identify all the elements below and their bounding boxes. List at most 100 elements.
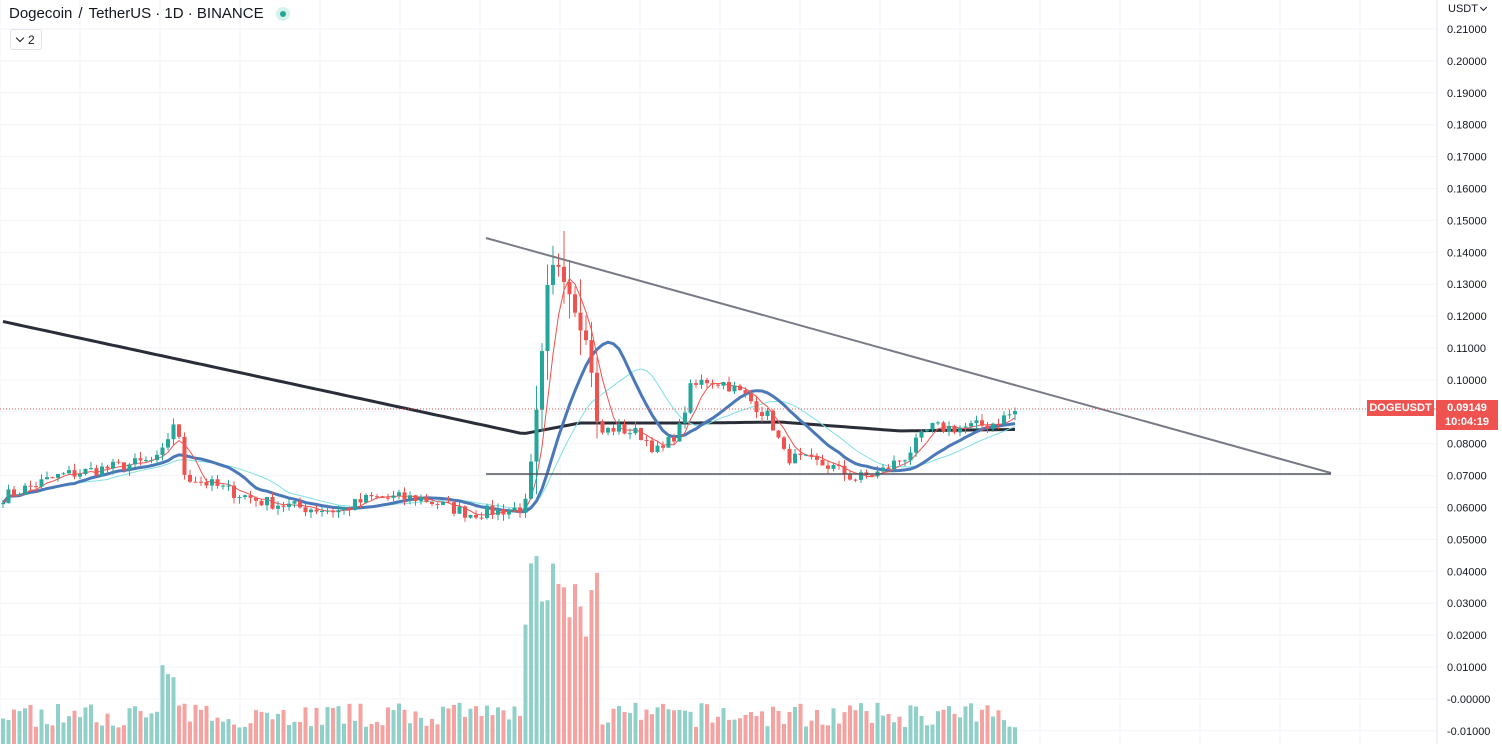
volume-bar [650, 714, 654, 744]
price-tick-label: 0.02000 [1447, 630, 1487, 642]
candle-body [562, 266, 566, 282]
volume-bar [1013, 727, 1017, 744]
candle-body [479, 517, 484, 519]
currency-selector[interactable]: USDT [1448, 3, 1487, 15]
volume-bar [551, 563, 555, 744]
bar-countdown: 10:04:19 [1444, 416, 1490, 428]
symbol-header[interactable]: Dogecoin / TetherUS · 1D · BINANCE [9, 5, 290, 22]
candle-body [17, 494, 22, 496]
candle-body [732, 385, 737, 392]
volume-bar [727, 719, 731, 744]
volume-bar [468, 708, 473, 744]
candle-body [996, 423, 1001, 425]
volume-bar [463, 716, 467, 744]
volume-bar [947, 706, 951, 744]
candle-body [804, 454, 808, 456]
volume-bar [232, 724, 236, 744]
volume-bar [501, 710, 506, 744]
candle-body [287, 503, 291, 507]
volume-bar [776, 710, 781, 744]
candle-body [529, 461, 533, 499]
symbol-interval-exchange[interactable]: TetherUS · 1D · BINANCE [88, 5, 264, 22]
volume-bar [210, 720, 214, 744]
indicator-collapse-button[interactable]: 2 [10, 29, 42, 50]
candle-body [507, 509, 511, 515]
volume-bar [314, 707, 319, 744]
price-tick-label: 0.15000 [1447, 215, 1487, 227]
candle-body [105, 466, 110, 469]
drawn-trendlines[interactable] [0, 237, 1436, 475]
candle-body [518, 507, 522, 513]
candle-body [947, 425, 951, 432]
volume-bar [556, 583, 561, 744]
candle-body [980, 420, 984, 426]
candle-body [259, 500, 264, 506]
candle-body [1, 503, 5, 505]
candle-body [149, 460, 154, 462]
candle-body [743, 390, 748, 394]
volume-bar [754, 715, 759, 744]
volume-bar [50, 725, 55, 744]
volume-bar [831, 708, 836, 744]
candle-body [853, 479, 858, 481]
candle-body [435, 503, 440, 505]
volume-bar [793, 707, 797, 744]
volume-bar [655, 707, 660, 744]
volume-bar [320, 724, 324, 744]
candle-body [842, 465, 847, 475]
volume-bar [413, 711, 418, 744]
candle-body [397, 492, 401, 496]
symbol-name[interactable]: Dogecoin [9, 5, 73, 22]
candle-body [628, 433, 632, 435]
indicator-count: 2 [28, 32, 35, 47]
candle-body [914, 437, 918, 453]
volume-bar [881, 715, 885, 744]
volume-bar [446, 708, 451, 744]
volume-bar [193, 704, 198, 744]
volume-bar [122, 725, 126, 744]
price-tick-label: -0.01000 [1447, 726, 1490, 738]
candle-body [820, 459, 825, 466]
candle-body [369, 494, 374, 497]
volume-bar [848, 705, 852, 744]
candle-body [237, 497, 242, 499]
candle-body [358, 499, 363, 503]
volume-bar [100, 725, 104, 744]
candle-body [694, 383, 698, 385]
candle-body [672, 437, 676, 442]
candle-body [655, 445, 660, 452]
candle-body [749, 393, 753, 402]
volume-bar [936, 711, 940, 744]
volume-bar [738, 718, 742, 744]
volume-bar [941, 709, 946, 744]
price-axis[interactable]: 0.21000 0.20000 0.19000 0.18000 0.17000 0.160… [1436, 0, 1490, 744]
volume-bar [859, 703, 863, 744]
volume-bar [149, 713, 154, 744]
volume-bar [243, 726, 247, 744]
symbol-separator: / [78, 5, 83, 22]
volume-bar [985, 705, 990, 744]
market-status-icon[interactable] [275, 6, 290, 21]
price-tick-label: -0.00000 [1447, 694, 1490, 706]
candle-body [721, 382, 726, 386]
candle-body [826, 465, 830, 469]
volume-bar [534, 556, 539, 744]
candle-body [936, 422, 940, 424]
volume-bar [276, 713, 280, 744]
volume-bar [457, 702, 462, 744]
volume-bar [358, 703, 363, 744]
candle-body [298, 501, 302, 508]
candle-body [270, 497, 275, 509]
volume-bar [270, 719, 275, 744]
volume-bar [6, 720, 11, 744]
candle-body [941, 422, 946, 432]
candle-body [738, 385, 742, 391]
volume-bar [523, 624, 528, 744]
volume-bar [496, 707, 500, 744]
volume-bar [589, 590, 594, 744]
price-tick-label: 0.12000 [1447, 311, 1487, 323]
volume-bar [996, 710, 1001, 744]
candle-body [644, 439, 649, 441]
volume-bar [347, 703, 352, 744]
